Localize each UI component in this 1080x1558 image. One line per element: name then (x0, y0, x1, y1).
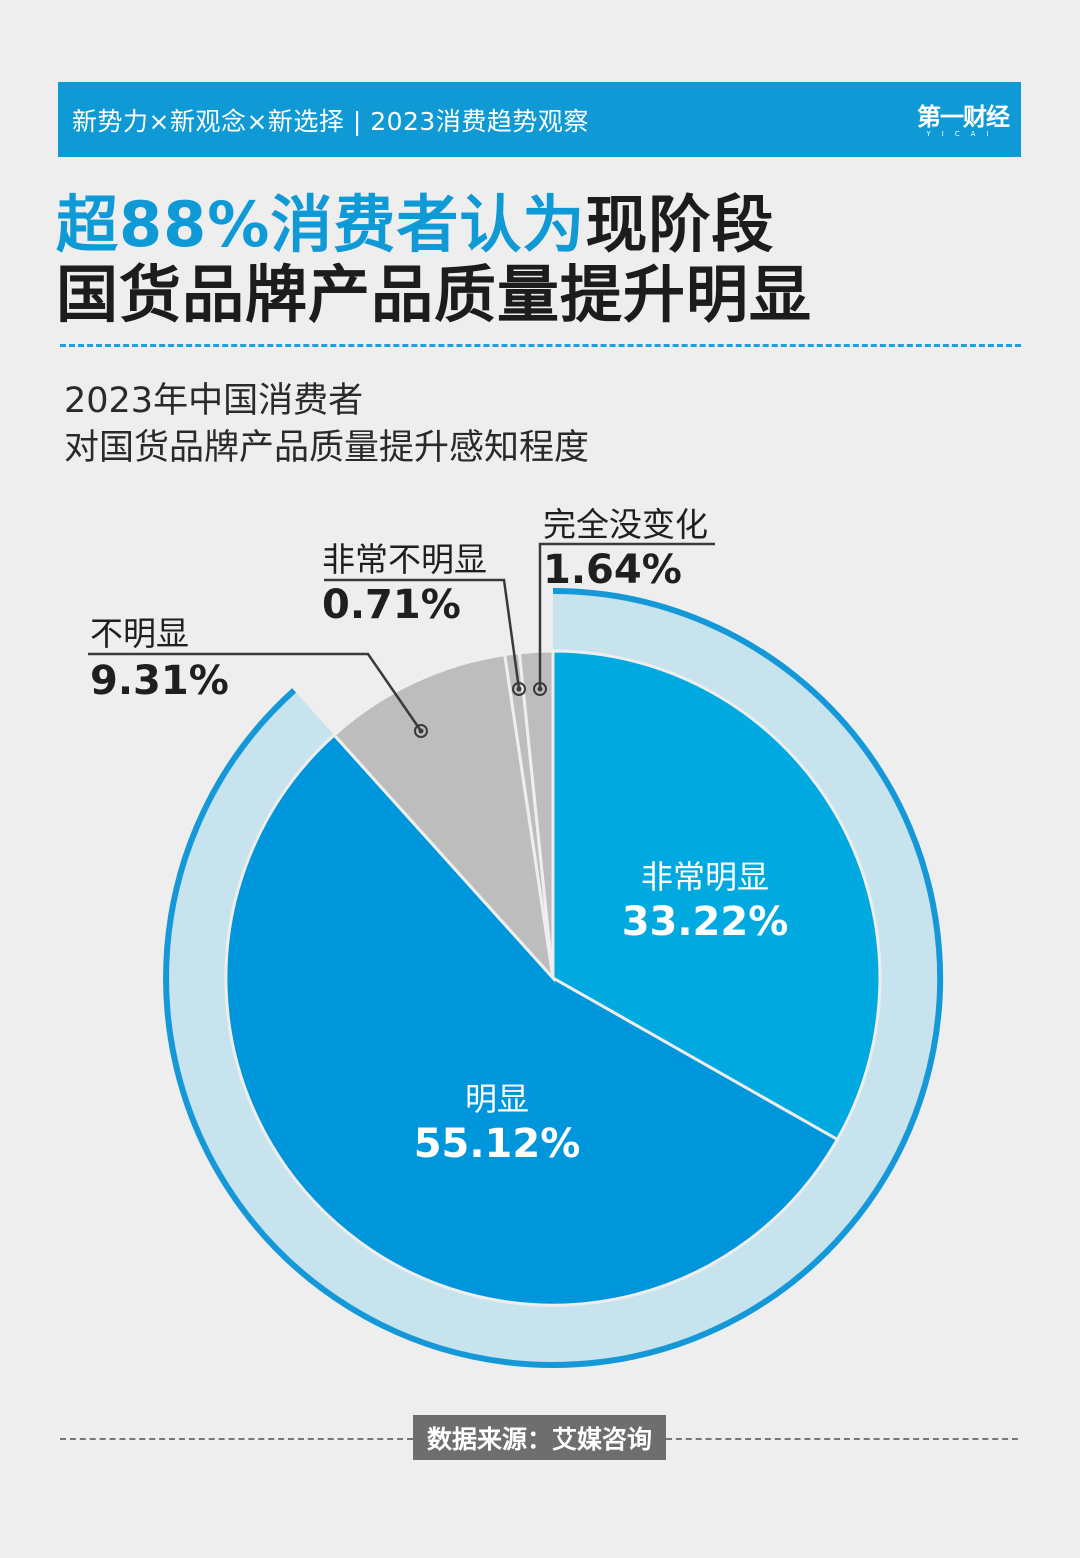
footer-divider-right (666, 1438, 1018, 1440)
subtitle-line2: 对国货品牌产品质量提升感知程度 (64, 428, 590, 468)
leader-no-change (538, 542, 715, 689)
highlight-ring-stroke (163, 588, 944, 1368)
label-name: 不明显 (90, 614, 189, 653)
label-name: 完全没变化 (543, 505, 708, 544)
label-name: 明显 (464, 1080, 529, 1118)
yicai-logo: 第一财经 YICAI (917, 103, 1010, 138)
leader-dot-not-obvious (414, 724, 428, 738)
logo-sub-text: YICAI (926, 130, 1000, 138)
leader-not-obvious (88, 652, 423, 732)
header-bar: 新势力×新观念×新选择 | 2023消费趋势观察 第一财经 YICAI (58, 82, 1021, 157)
label-not-obvious: 不明显 9.31% (90, 614, 229, 704)
slice-very-obvious (551, 649, 882, 1142)
label-value: 0.71% (322, 582, 461, 628)
leader-dot-no-change (533, 682, 547, 696)
slice-no-change (517, 649, 555, 979)
chart-subtitle: 2023年中国消费者 对国货品牌产品质量提升感知程度 (64, 378, 589, 472)
footer-divider-left (60, 1438, 413, 1440)
label-name: 非常不明显 (322, 540, 487, 579)
label-value: 33.22% (621, 899, 789, 945)
header-series-title: 新势力×新观念×新选择 | 2023消费趋势观察 (72, 106, 589, 136)
leader-very-not-obvious (324, 578, 521, 690)
label-very-obvious: 非常明显 33.22% (600, 856, 810, 946)
title-divider (60, 344, 1021, 347)
slice-not-obvious (332, 652, 556, 983)
label-value: 1.64% (543, 547, 682, 593)
title-line1-rest: 现阶段 (585, 188, 775, 261)
label-very-not-obvious: 非常不明显 0.71% (322, 540, 487, 628)
label-obvious: 明显 55.12% (397, 1078, 597, 1168)
title-line2: 国货品牌产品质量提升明显 (56, 258, 813, 331)
title-accent: 超88%消费者认为 (56, 188, 586, 261)
leader-dot-very-not-obvious (512, 682, 526, 696)
data-source-badge: 数据来源：艾媒咨询 (413, 1415, 666, 1460)
logo-main-text: 第一财经 (917, 103, 1010, 131)
subtitle-line1: 2023年中国消费者 (64, 381, 364, 421)
label-value: 55.12% (413, 1121, 581, 1167)
label-no-change: 完全没变化 1.64% (543, 505, 708, 593)
label-value: 9.31% (90, 658, 229, 704)
slice-obvious (224, 732, 840, 1307)
page-title: 超88%消费者认为现阶段 国货品牌产品质量提升明显 (56, 190, 812, 330)
label-name: 非常明显 (640, 858, 769, 896)
